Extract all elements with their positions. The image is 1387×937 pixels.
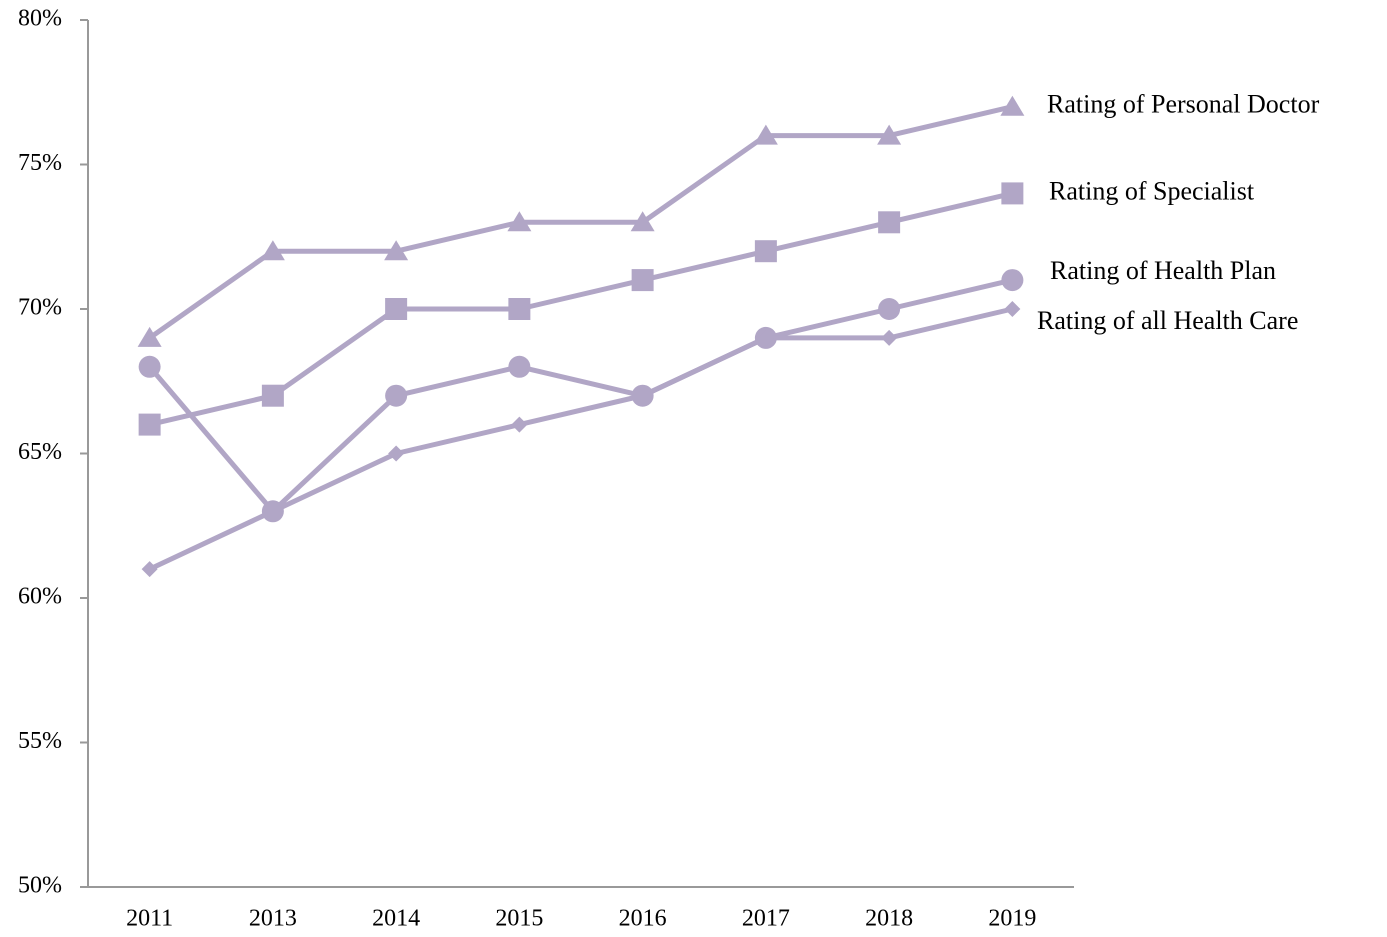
series-line [148, 306, 1013, 572]
marker [634, 387, 651, 404]
marker [1001, 269, 1024, 292]
series-line [149, 190, 1013, 428]
marker [261, 384, 284, 407]
marker [388, 445, 405, 462]
y-tick-label: 70% [18, 295, 62, 321]
y-tick-label: 50% [18, 873, 62, 899]
marker [385, 384, 408, 407]
series-line [148, 104, 1013, 340]
marker [754, 240, 777, 263]
marker [508, 355, 531, 378]
x-tick-label: 2016 [619, 906, 667, 932]
x-tick-label: 2015 [495, 906, 543, 932]
marker [507, 211, 532, 232]
marker [141, 561, 158, 578]
marker [508, 298, 531, 320]
y-tick-label: 65% [18, 439, 62, 465]
marker [260, 240, 285, 261]
x-tick-label: 2014 [372, 906, 420, 932]
marker [384, 240, 409, 261]
marker [757, 329, 774, 346]
marker [1000, 95, 1025, 116]
y-tick-label: 80% [18, 6, 62, 32]
x-tick-label: 2017 [742, 906, 790, 932]
marker [1004, 301, 1021, 317]
marker [385, 298, 408, 320]
marker [511, 416, 528, 433]
marker [138, 355, 161, 378]
marker [878, 211, 901, 234]
marker [878, 298, 901, 320]
x-tick-label: 2019 [988, 906, 1036, 932]
series-line [147, 277, 1013, 514]
marker [877, 124, 902, 145]
marker [1001, 182, 1024, 205]
x-tick-label: 2011 [126, 906, 173, 932]
marker [753, 124, 778, 145]
marker [138, 413, 161, 436]
y-tick-label: 55% [18, 728, 62, 754]
marker [630, 211, 655, 232]
series-label: Rating of Personal Doctor [1047, 90, 1320, 119]
y-tick-label: 75% [18, 150, 62, 176]
marker [137, 326, 162, 347]
marker [264, 503, 281, 520]
x-tick-label: 2018 [865, 906, 913, 932]
series-label: Rating of Health Plan [1050, 256, 1276, 285]
series-label: Rating of all Health Care [1037, 306, 1298, 335]
marker [881, 329, 898, 346]
marker [631, 269, 654, 292]
y-tick-label: 60% [18, 584, 62, 610]
x-tick-label: 2013 [249, 906, 297, 932]
series-label: Rating of Specialist [1049, 176, 1255, 205]
